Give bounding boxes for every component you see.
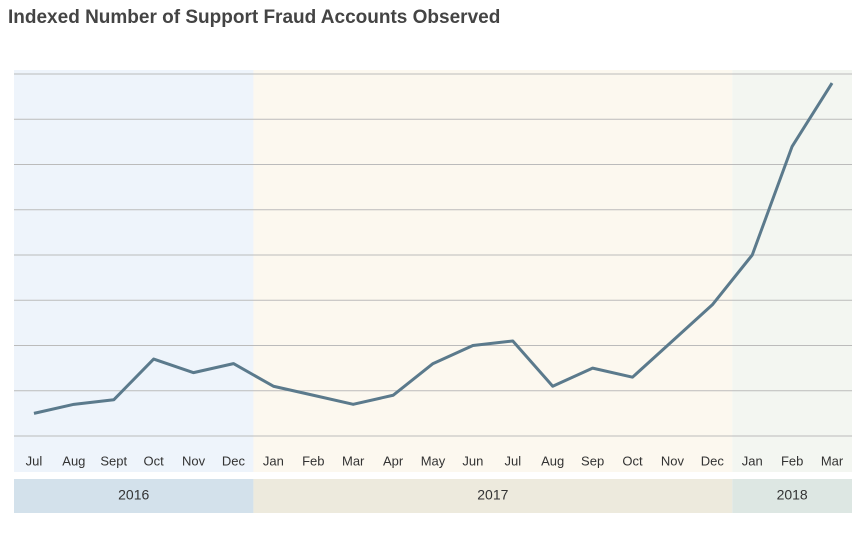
x-tick-label: Oct — [622, 453, 643, 468]
year-band — [732, 479, 852, 513]
year-shade — [14, 70, 254, 472]
year-shade — [732, 70, 852, 472]
x-tick-label: Sept — [100, 453, 127, 468]
year-shade — [253, 70, 733, 472]
x-tick-label: Nov — [661, 453, 685, 468]
year-label: 2017 — [477, 487, 508, 503]
year-label: 2018 — [777, 487, 808, 503]
x-tick-label: Aug — [62, 453, 85, 468]
x-tick-label: Jul — [26, 453, 43, 468]
chart-title: Indexed Number of Support Fraud Accounts… — [8, 7, 500, 28]
x-tick-label: Apr — [383, 453, 404, 468]
x-tick-label: Sep — [581, 453, 604, 468]
x-tick-label: Jan — [742, 453, 763, 468]
year-band — [14, 479, 254, 513]
x-tick-label: May — [421, 453, 446, 468]
year-label: 2016 — [118, 487, 149, 503]
x-tick-label: Mar — [821, 453, 844, 468]
x-tick-label: Aug — [541, 453, 564, 468]
x-tick-label: Dec — [222, 453, 246, 468]
x-tick-label: Feb — [302, 453, 324, 468]
x-tick-label: Jun — [462, 453, 483, 468]
line — [33, 82, 834, 415]
year-band — [253, 479, 733, 513]
x-tick-label: Mar — [342, 453, 365, 468]
x-tick-label: Jul — [504, 453, 521, 468]
x-tick-label: Nov — [182, 453, 206, 468]
x-tick-label: Jan — [263, 453, 284, 468]
x-tick-label: Oct — [144, 453, 165, 468]
x-tick-label: Dec — [701, 453, 725, 468]
x-tick-label: Feb — [781, 453, 803, 468]
